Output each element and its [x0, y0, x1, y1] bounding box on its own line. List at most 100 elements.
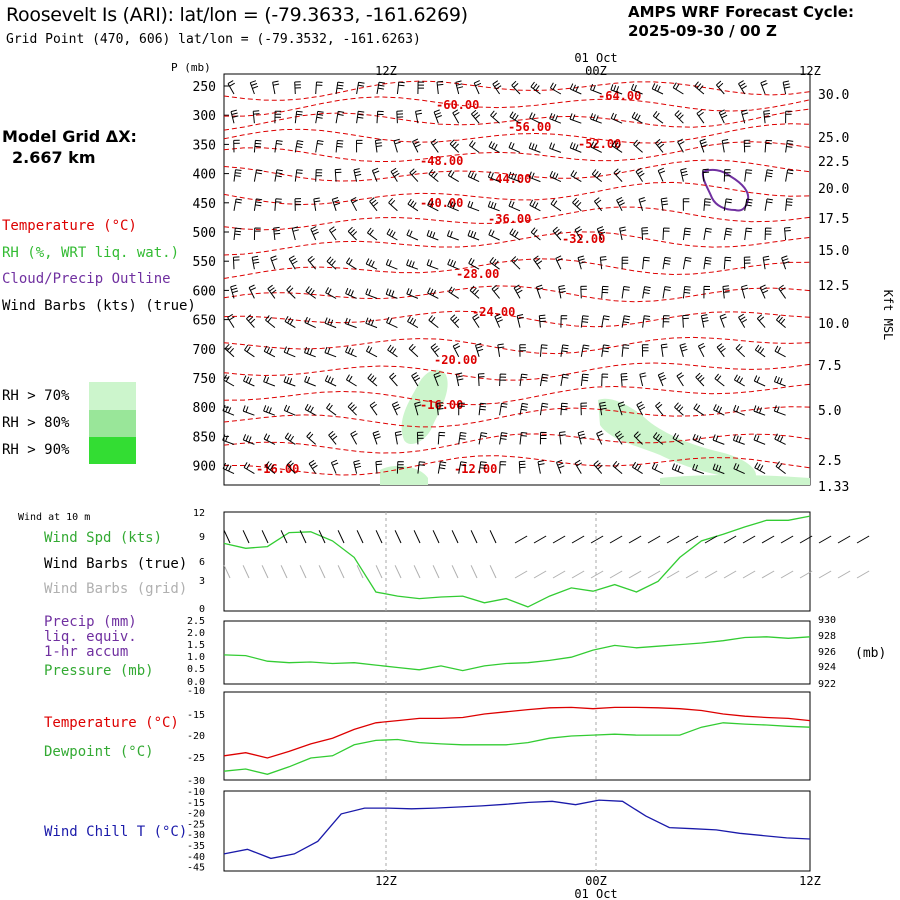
wind-barb — [223, 374, 235, 387]
wind-barb — [446, 230, 459, 241]
wind-barb — [703, 256, 712, 270]
pressure-panel: Precip (mm)liq. equiv.1-hr accum Pressure… — [44, 614, 886, 690]
wind-barb — [407, 198, 419, 212]
wind-barb-true — [337, 530, 345, 544]
wind-barb — [635, 167, 645, 182]
wind-chill-frame — [223, 790, 811, 872]
wind-barb-true — [318, 530, 326, 544]
wind-barb — [753, 434, 766, 445]
wind-barb — [222, 462, 235, 475]
wind-barb — [754, 462, 766, 475]
temperature-y-tick: -30 — [187, 776, 205, 787]
wind-barb — [334, 168, 342, 182]
wind-barb — [386, 316, 398, 329]
wind-barb — [677, 138, 685, 153]
precip-y-tick: 2.5 — [187, 616, 205, 627]
wind-barb — [535, 284, 544, 299]
model-grid-value: 2.667 km — [12, 148, 96, 167]
wind-barb — [253, 227, 261, 241]
wind-barb — [723, 198, 733, 211]
wind-barb — [222, 405, 235, 416]
wind-barb — [633, 431, 643, 445]
forecast-cycle-label: AMPS WRF Forecast Cycle: — [628, 3, 854, 21]
wind-barb-grid — [299, 565, 307, 579]
wind-barb — [488, 141, 500, 153]
wind-barb — [694, 81, 705, 95]
wind-barb — [406, 229, 419, 241]
upper-air-panel: P (mb) 250 300 350 400 450 500 550 600 650 700 750 8… — [171, 51, 895, 495]
wind-barb — [621, 315, 631, 328]
date-label: 01 Oct — [574, 51, 617, 65]
wind-barb — [449, 139, 460, 153]
wind-barb — [251, 255, 260, 270]
wind-barb — [310, 226, 319, 241]
wind-chill-y-tick: -35 — [187, 841, 205, 852]
wind-chill-y-tick: -10 — [187, 787, 205, 798]
wind-barb-grid — [837, 570, 851, 579]
height-tick-label: 10.0 — [818, 317, 849, 332]
temperature-contour — [223, 310, 811, 328]
wind-barb — [227, 313, 235, 328]
wind-barb — [660, 343, 668, 357]
wind-barb — [230, 109, 239, 124]
wind-barb-true — [470, 530, 478, 544]
wind-barb — [372, 430, 381, 445]
wind-barb — [233, 198, 243, 211]
wind-barb — [490, 110, 500, 124]
wind-barb — [716, 80, 725, 95]
height-tick-label: 25.0 — [818, 131, 849, 146]
wind-barb — [549, 82, 562, 95]
wind-barb — [452, 342, 461, 358]
pressure-tick-label: 250 — [193, 80, 216, 95]
wind-barb — [350, 196, 358, 212]
wind-barb — [286, 460, 296, 474]
wind-barb-true — [242, 530, 250, 544]
wind-barb — [580, 344, 590, 357]
wind-barb — [487, 171, 500, 183]
wind-barb — [447, 170, 459, 183]
wind-barb — [533, 255, 543, 270]
rh70-area — [401, 369, 448, 445]
wind-barb — [719, 313, 727, 328]
wind-barb — [560, 315, 568, 328]
wind-barb — [308, 459, 318, 474]
wind-barb — [785, 140, 794, 153]
wind-barb — [499, 402, 508, 416]
wind-barb — [733, 404, 745, 416]
wind-barb — [324, 346, 337, 358]
wind-barb — [467, 229, 480, 241]
height-tick-label: 15.0 — [818, 244, 849, 259]
wind-barb — [682, 286, 691, 299]
wind-barb — [376, 110, 384, 124]
wind-barb — [386, 228, 398, 241]
wind-barb-grid — [375, 565, 383, 579]
wind-barb — [574, 459, 583, 474]
wind-barb — [369, 197, 379, 212]
wind-barb — [415, 109, 423, 124]
wind-barb — [508, 200, 521, 212]
temperature-frame — [223, 691, 811, 781]
temperature-contour — [223, 383, 811, 406]
wind-barb — [426, 229, 439, 241]
wind-barb-true — [533, 535, 547, 544]
wind-barb — [371, 167, 380, 182]
wind-barb — [560, 344, 569, 357]
wind-barb — [764, 169, 774, 182]
temperature-contour — [223, 455, 811, 476]
wind-barb — [764, 227, 772, 241]
wind-barb — [630, 83, 643, 95]
wind-barb — [447, 258, 459, 270]
wind-barb — [572, 197, 582, 212]
pressure-tick-label: 750 — [193, 372, 216, 387]
wind-barb — [387, 344, 398, 358]
wind-barb-grid — [470, 565, 478, 579]
wind-barb — [409, 168, 419, 182]
wind-barb — [612, 460, 623, 474]
wind-chill-y-tick: -20 — [187, 809, 205, 820]
wind-barb — [274, 140, 283, 153]
wind-chill-panel: Wind Chill T (°C) -10-15-20-25-30-35-40-4… — [44, 787, 821, 900]
wind-chill-y-tick: -45 — [187, 863, 205, 874]
wind-barb — [294, 110, 303, 124]
wind-barb-true — [356, 530, 364, 544]
wind-barb-true — [223, 530, 231, 544]
